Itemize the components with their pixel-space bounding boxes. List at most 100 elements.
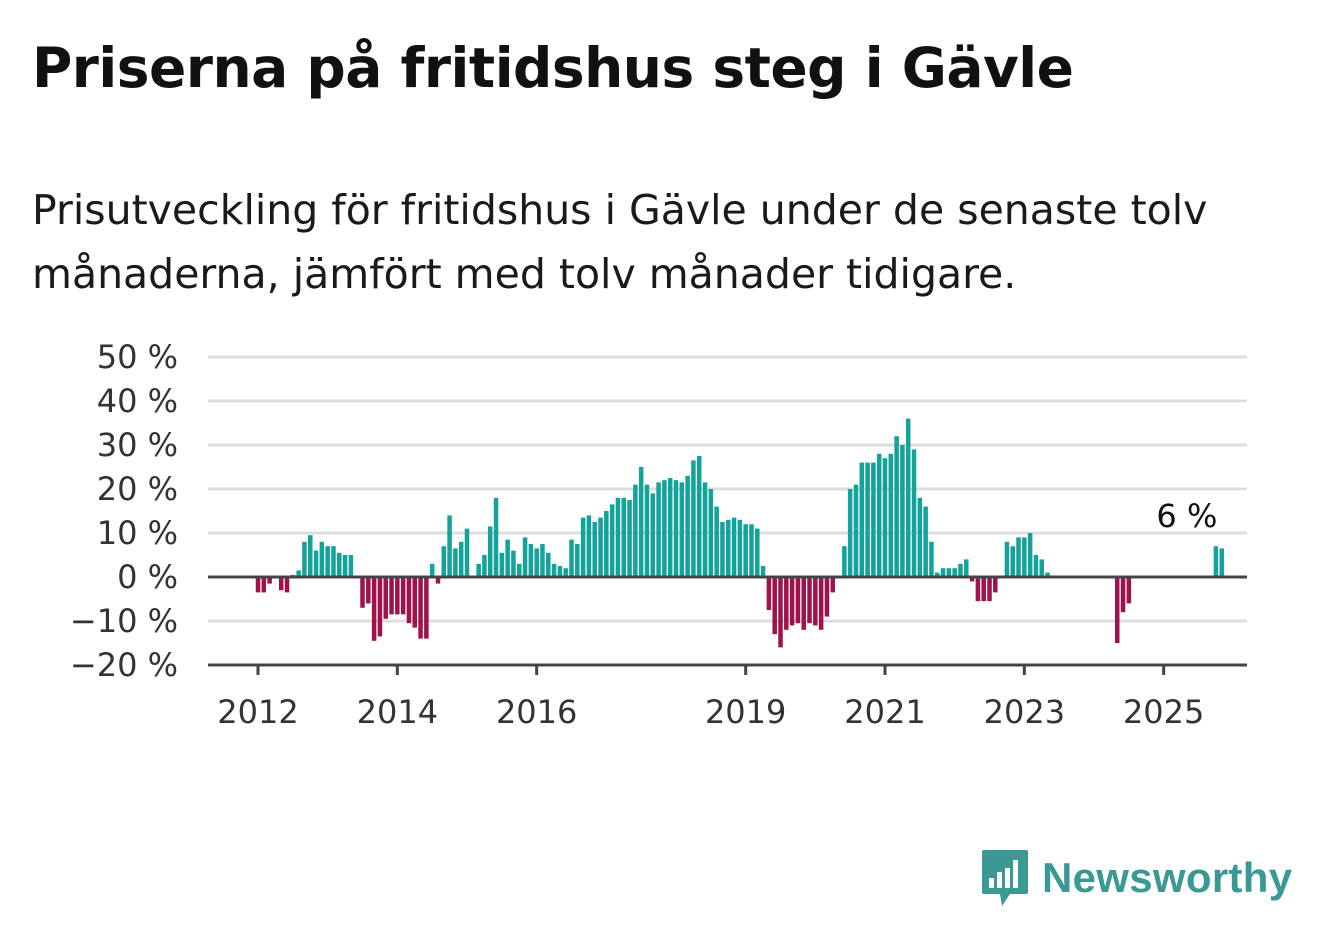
bar — [487, 526, 493, 577]
bar — [458, 541, 464, 577]
bar — [737, 519, 743, 577]
bar — [964, 559, 969, 577]
bar — [696, 456, 702, 577]
bar — [1004, 541, 1010, 577]
bar-chart: −20 % −10 % 0 % 10 % 20 % 30 % 40 % 50 % 2012 201… — [70, 338, 1247, 731]
bar — [911, 449, 917, 577]
bar — [615, 497, 621, 577]
bar — [284, 577, 290, 593]
bar — [917, 497, 923, 577]
bar — [604, 511, 609, 577]
bar — [720, 522, 725, 577]
bar — [482, 555, 487, 577]
bar — [894, 436, 899, 577]
bar — [685, 475, 690, 577]
bar — [708, 489, 714, 577]
bar — [308, 535, 313, 577]
y-tick-label: 10 % — [97, 514, 178, 552]
y-tick-label: 40 % — [97, 382, 178, 420]
bar — [842, 546, 847, 577]
bar — [946, 568, 952, 577]
bar — [714, 506, 719, 577]
bar — [853, 484, 859, 577]
bar — [296, 570, 301, 577]
bar — [755, 528, 760, 577]
bar — [929, 541, 934, 577]
bar — [778, 577, 783, 648]
bar — [807, 577, 812, 624]
bar — [464, 528, 470, 577]
bar — [551, 563, 557, 577]
grid-lines — [208, 355, 1247, 623]
bar — [650, 493, 656, 577]
bar — [586, 515, 592, 577]
bar — [726, 519, 731, 577]
bar — [1039, 559, 1045, 577]
bar — [743, 524, 748, 577]
bar — [940, 568, 946, 577]
axes — [208, 575, 1247, 675]
bar — [598, 517, 603, 577]
chart-title: Priserna på fritidshus steg i Gävle — [32, 36, 1074, 100]
bar — [830, 577, 836, 593]
bar — [749, 524, 754, 577]
bar — [900, 445, 905, 577]
bar — [348, 555, 354, 577]
bar — [795, 577, 801, 624]
bar — [499, 552, 505, 577]
bar — [377, 577, 383, 637]
bar — [412, 577, 418, 628]
x-tick-label: 2023 — [984, 693, 1065, 731]
x-tick-label: 2014 — [357, 693, 438, 731]
newsworthy-logo-icon — [982, 850, 1028, 906]
bar — [371, 577, 377, 641]
x-tick-label: 2021 — [844, 693, 925, 731]
bar — [981, 577, 986, 602]
bar — [865, 462, 870, 577]
bar — [453, 548, 458, 577]
bar — [847, 489, 853, 577]
bar — [395, 577, 400, 615]
bar — [784, 577, 789, 630]
y-tick-label: 30 % — [97, 426, 178, 464]
bar — [1022, 537, 1027, 577]
bar — [441, 546, 447, 577]
bar — [400, 577, 406, 615]
x-tick-label: 2012 — [217, 693, 298, 731]
bar — [656, 482, 661, 577]
bar — [935, 572, 940, 577]
bar — [1027, 533, 1033, 577]
bar — [679, 482, 685, 577]
bar — [511, 550, 516, 577]
bar — [331, 546, 336, 577]
bar — [1219, 548, 1224, 577]
bar — [952, 568, 957, 577]
bar — [691, 460, 696, 577]
bar — [662, 480, 667, 577]
bar — [313, 550, 319, 577]
bar — [871, 462, 876, 577]
bar — [859, 462, 865, 577]
bar — [667, 478, 673, 577]
bar — [789, 577, 795, 626]
bar — [319, 541, 325, 577]
bar — [760, 566, 766, 577]
bar — [389, 577, 394, 615]
bar — [366, 577, 371, 604]
bar — [766, 577, 772, 610]
bar — [493, 497, 499, 577]
bar — [337, 552, 342, 577]
bar — [546, 552, 551, 577]
x-tick-label: 2016 — [496, 693, 577, 731]
bar — [522, 537, 528, 577]
bar — [958, 563, 963, 577]
bars — [255, 418, 1224, 648]
bar — [360, 577, 365, 608]
brand-name: Newsworthy — [1042, 854, 1293, 901]
bar — [569, 539, 574, 577]
bar — [383, 577, 388, 619]
bar — [702, 482, 708, 577]
value-annotation: 6 % — [1156, 497, 1217, 535]
bar — [993, 577, 998, 593]
bar — [575, 544, 580, 577]
